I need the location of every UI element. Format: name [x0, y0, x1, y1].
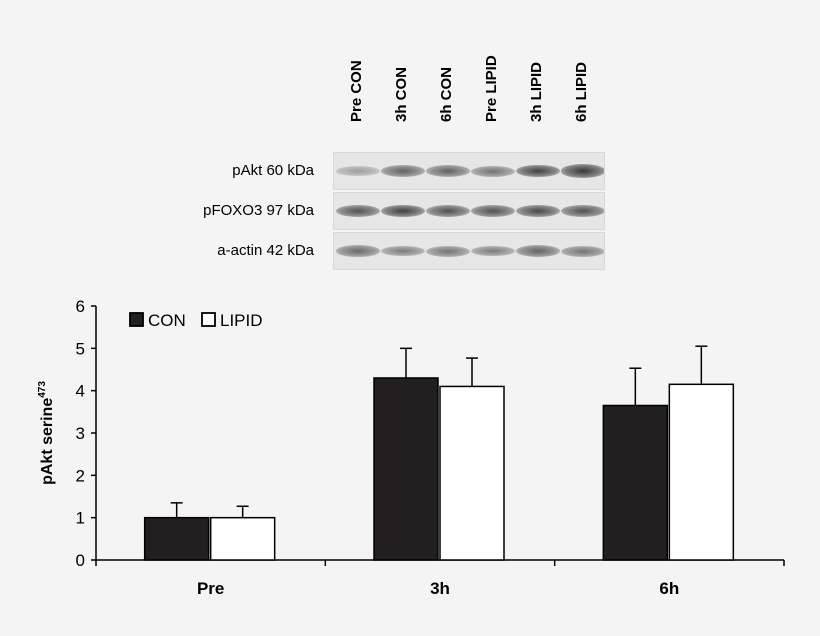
- bar-con: [602, 404, 669, 561]
- legend-swatch-lipid: [201, 312, 216, 327]
- y-tick-label: 4: [76, 382, 85, 401]
- blot-band: [336, 245, 380, 257]
- blot-band: [381, 245, 425, 257]
- y-axis-label: pAkt serine473: [37, 381, 56, 485]
- blot-strip: [333, 192, 605, 230]
- y-axis-label-superscript: 473: [37, 381, 48, 398]
- blot-band: [381, 165, 425, 177]
- blot-band: [471, 165, 515, 177]
- band-label: pAkt 60 kDa: [232, 162, 314, 179]
- legend-label-lipid: LIPID: [220, 311, 263, 330]
- blot-band: [561, 164, 604, 178]
- x-tick-label: 6h: [659, 579, 679, 598]
- y-tick-label: 5: [76, 339, 85, 358]
- bar-con: [143, 516, 210, 561]
- legend: CON LIPID: [129, 311, 263, 330]
- y-tick-label: 2: [76, 466, 85, 485]
- band-label: pFOXO3 97 kDa: [203, 202, 314, 219]
- blot-band: [426, 204, 470, 218]
- bar-lipid: [439, 385, 505, 561]
- band-label: a-actin 42 kDa: [217, 242, 314, 259]
- blot-band: [561, 204, 604, 218]
- blot-band: [516, 245, 560, 257]
- blot-band: [471, 204, 515, 218]
- y-tick-label: 3: [76, 424, 85, 443]
- blot-band: [336, 204, 380, 218]
- y-tick-label: 0: [76, 551, 85, 570]
- x-tick-label: Pre: [197, 579, 224, 598]
- blot-band: [381, 204, 425, 218]
- blot-band: [471, 245, 515, 257]
- bar-lipid: [668, 383, 735, 561]
- blot-band: [561, 245, 604, 257]
- bar-con: [373, 377, 439, 561]
- legend-label-con: CON: [148, 311, 186, 330]
- blot-band: [336, 166, 380, 176]
- x-tick-label: 3h: [430, 579, 450, 598]
- blot-band: [426, 245, 470, 257]
- y-axis-label-text: pAkt serine: [39, 398, 56, 485]
- bar-lipid: [209, 516, 276, 561]
- y-tick-label: 6: [76, 297, 85, 316]
- western-blot-panel: Pre CON 3h CON 6h CON Pre LIPID 3h LIPID 6h L…: [0, 0, 820, 280]
- blot-band: [516, 204, 560, 218]
- blot-strip: [333, 232, 605, 270]
- legend-swatch-con: [129, 312, 144, 327]
- blot-band: [516, 164, 560, 178]
- bars: [143, 345, 735, 561]
- blot-band: [426, 165, 470, 177]
- y-tick-label: 1: [76, 509, 85, 528]
- blot-strip: [333, 152, 605, 190]
